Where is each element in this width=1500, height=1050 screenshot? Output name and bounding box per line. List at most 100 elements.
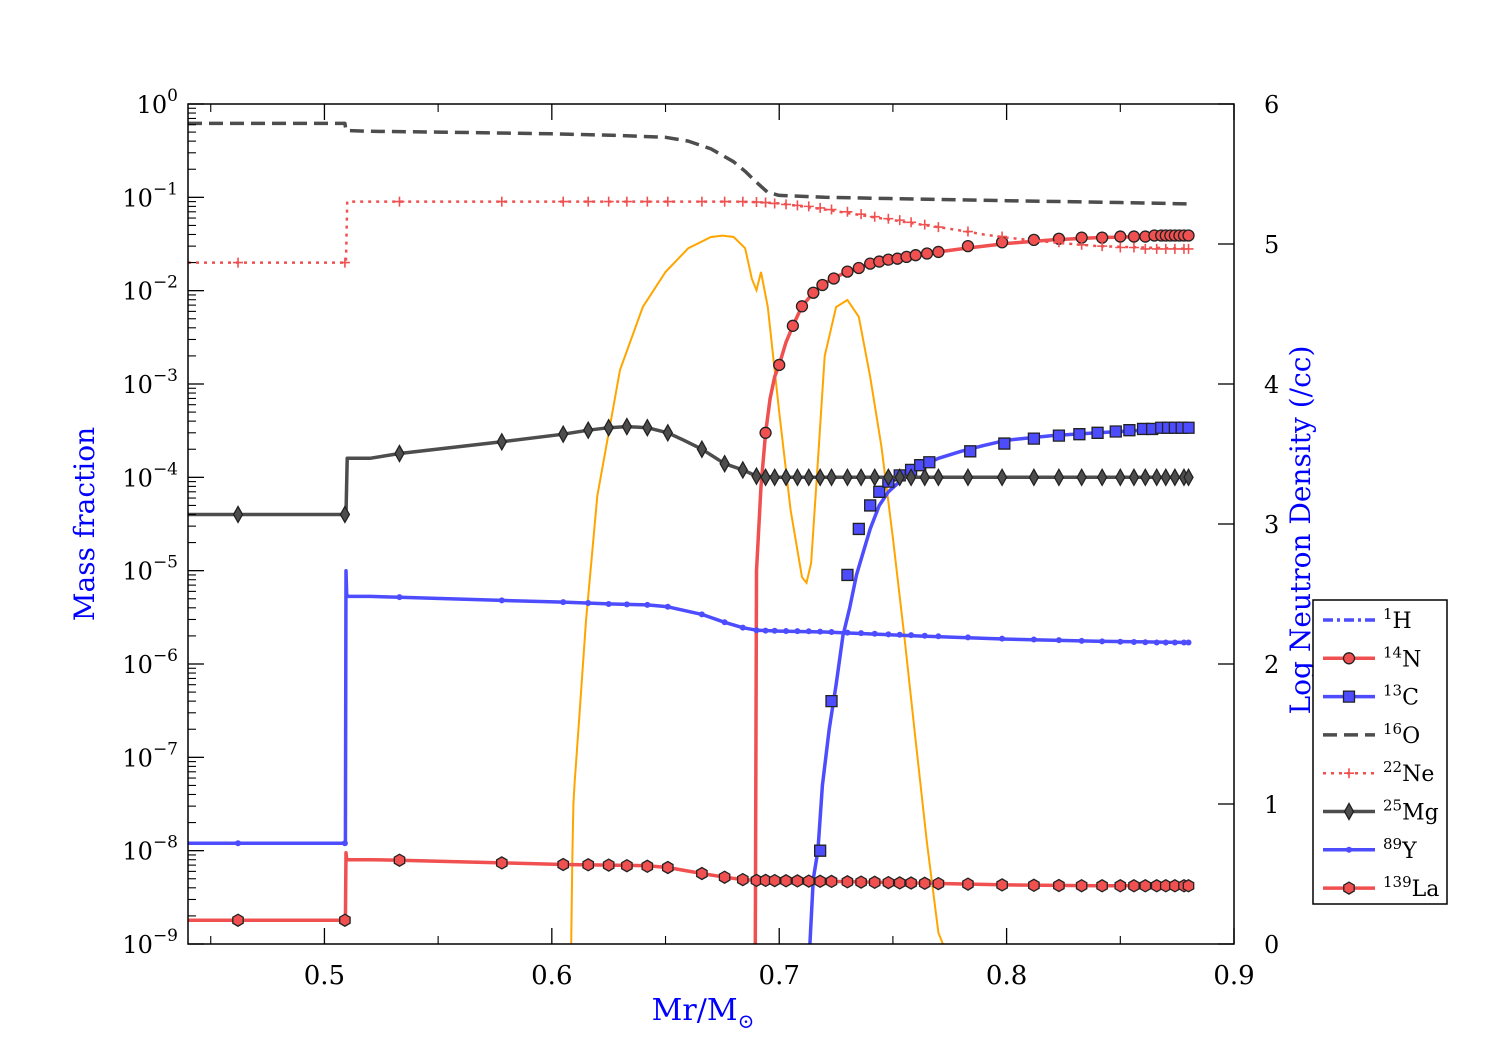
data-point-139La: [855, 875, 867, 889]
data-point-13C: [1073, 428, 1086, 441]
x-tick-label: 0.5: [304, 961, 345, 991]
series-13C: [808, 421, 1195, 944]
legend-marker-14N: [1342, 652, 1356, 665]
data-point-22Ne: [906, 217, 917, 228]
data-point-139La: [791, 874, 804, 888]
data-point-22Ne: [919, 219, 930, 230]
data-point-89Y: [739, 624, 746, 631]
data-point-89Y: [1030, 636, 1037, 643]
data-point-89Y: [964, 634, 971, 641]
x-axis-label-symbol: ⊙: [738, 1009, 755, 1033]
data-point-25Mg: [826, 468, 837, 487]
neutron-density-series: [570, 234, 944, 944]
data-point-89Y: [771, 627, 778, 634]
x-axis-label: Mr/M⊙: [652, 993, 755, 1033]
data-point-25Mg: [642, 418, 653, 438]
data-point-89Y: [871, 630, 878, 637]
series-line-22Ne: [188, 200, 1189, 264]
data-point-89Y: [341, 840, 348, 847]
data-point-22Ne: [1053, 237, 1064, 248]
data-point-22Ne: [1140, 243, 1151, 254]
data-point-22Ne: [642, 196, 653, 207]
data-point-89Y: [498, 597, 505, 604]
y-tick-base: 10: [122, 838, 153, 866]
data-point-25Mg: [751, 466, 762, 486]
data-point-25Mg: [1028, 468, 1040, 487]
legend-label-sup: 25: [1383, 797, 1402, 815]
data-point-25Mg: [769, 468, 780, 487]
data-point-139La: [602, 858, 615, 872]
data-point-139La: [1053, 878, 1065, 893]
legend-label-139La: 139La: [1383, 873, 1439, 902]
data-point-139La: [905, 876, 917, 890]
data-point-25Mg: [557, 424, 569, 444]
data-point-139La: [841, 875, 854, 889]
data-point-22Ne: [842, 206, 853, 217]
y-tick-exp: −6: [153, 646, 178, 666]
legend-label-element: C: [1402, 686, 1419, 711]
data-point-139La: [1182, 879, 1195, 893]
data-point-89Y: [828, 629, 835, 636]
data-point-89Y: [664, 603, 671, 610]
legend-entry-1H: 1H: [1323, 605, 1412, 634]
legend-label-element: Y: [1401, 839, 1417, 864]
data-point-22Ne: [792, 200, 803, 211]
data-point-14N: [909, 249, 922, 262]
legend-label-element: N: [1402, 647, 1421, 672]
data-point-25Mg: [996, 468, 1008, 487]
data-point-22Ne: [1076, 239, 1087, 250]
legend-entry-13C: 13C: [1323, 682, 1419, 711]
data-point-25Mg: [814, 468, 826, 487]
data-point-139La: [718, 870, 731, 884]
data-point-25Mg: [582, 420, 594, 440]
y2-tick-label: 0: [1264, 931, 1279, 959]
data-point-139La: [996, 878, 1008, 892]
legend-label-sup: 1: [1383, 605, 1393, 623]
data-point-14N: [932, 245, 945, 259]
data-point-89Y: [794, 628, 801, 635]
data-point-89Y: [1185, 639, 1192, 646]
legend-marker-22Ne: [1344, 768, 1354, 779]
data-point-89Y: [1078, 637, 1085, 644]
data-point-89Y: [1099, 638, 1106, 645]
legend-label-16O: 16O: [1383, 720, 1420, 749]
y-tick-label: 10−5: [122, 553, 178, 586]
data-point-89Y: [235, 840, 242, 847]
data-point-89Y: [885, 631, 892, 638]
data-point-25Mg: [933, 468, 944, 487]
data-point-89Y: [896, 631, 903, 638]
y-tick-exp: −1: [153, 179, 178, 199]
data-point-25Mg: [760, 468, 771, 487]
legend-label-sup: 14: [1383, 643, 1402, 661]
data-point-25Mg: [662, 423, 674, 443]
y-tick-label: 10−1: [122, 179, 178, 212]
data-point-22Ne: [603, 196, 614, 207]
data-point-139La: [1114, 879, 1127, 893]
data-point-22Ne: [962, 226, 973, 237]
data-point-139La: [932, 876, 945, 891]
data-point-25Mg: [869, 468, 880, 487]
y-tick-exp: 0: [167, 86, 178, 106]
series-14N: [753, 229, 1195, 944]
data-point-139La: [495, 856, 508, 870]
data-point-89Y: [644, 601, 651, 608]
series-line-13C: [808, 425, 1189, 944]
y2-tick-label: 4: [1264, 371, 1279, 399]
y-tick-label: 10−3: [122, 366, 178, 399]
plot-area: [188, 121, 1195, 944]
data-point-89Y: [762, 627, 769, 634]
y-tick-label: 10−8: [122, 833, 178, 866]
data-point-22Ne: [583, 196, 594, 207]
data-point-89Y: [817, 628, 824, 635]
legend-marker-13C: [1342, 690, 1356, 703]
legend-marker-139La: [1343, 881, 1355, 895]
data-point-89Y: [753, 627, 760, 634]
data-point-22Ne: [233, 257, 244, 268]
x-tick-label: 0.9: [1213, 961, 1254, 991]
data-point-25Mg: [719, 454, 730, 474]
y-tick-base: 10: [122, 931, 153, 959]
data-point-22Ne: [933, 222, 944, 233]
data-point-22Ne: [1028, 234, 1039, 245]
y2-tick-label: 1: [1264, 791, 1279, 819]
legend-label-sup: 89: [1383, 835, 1402, 853]
